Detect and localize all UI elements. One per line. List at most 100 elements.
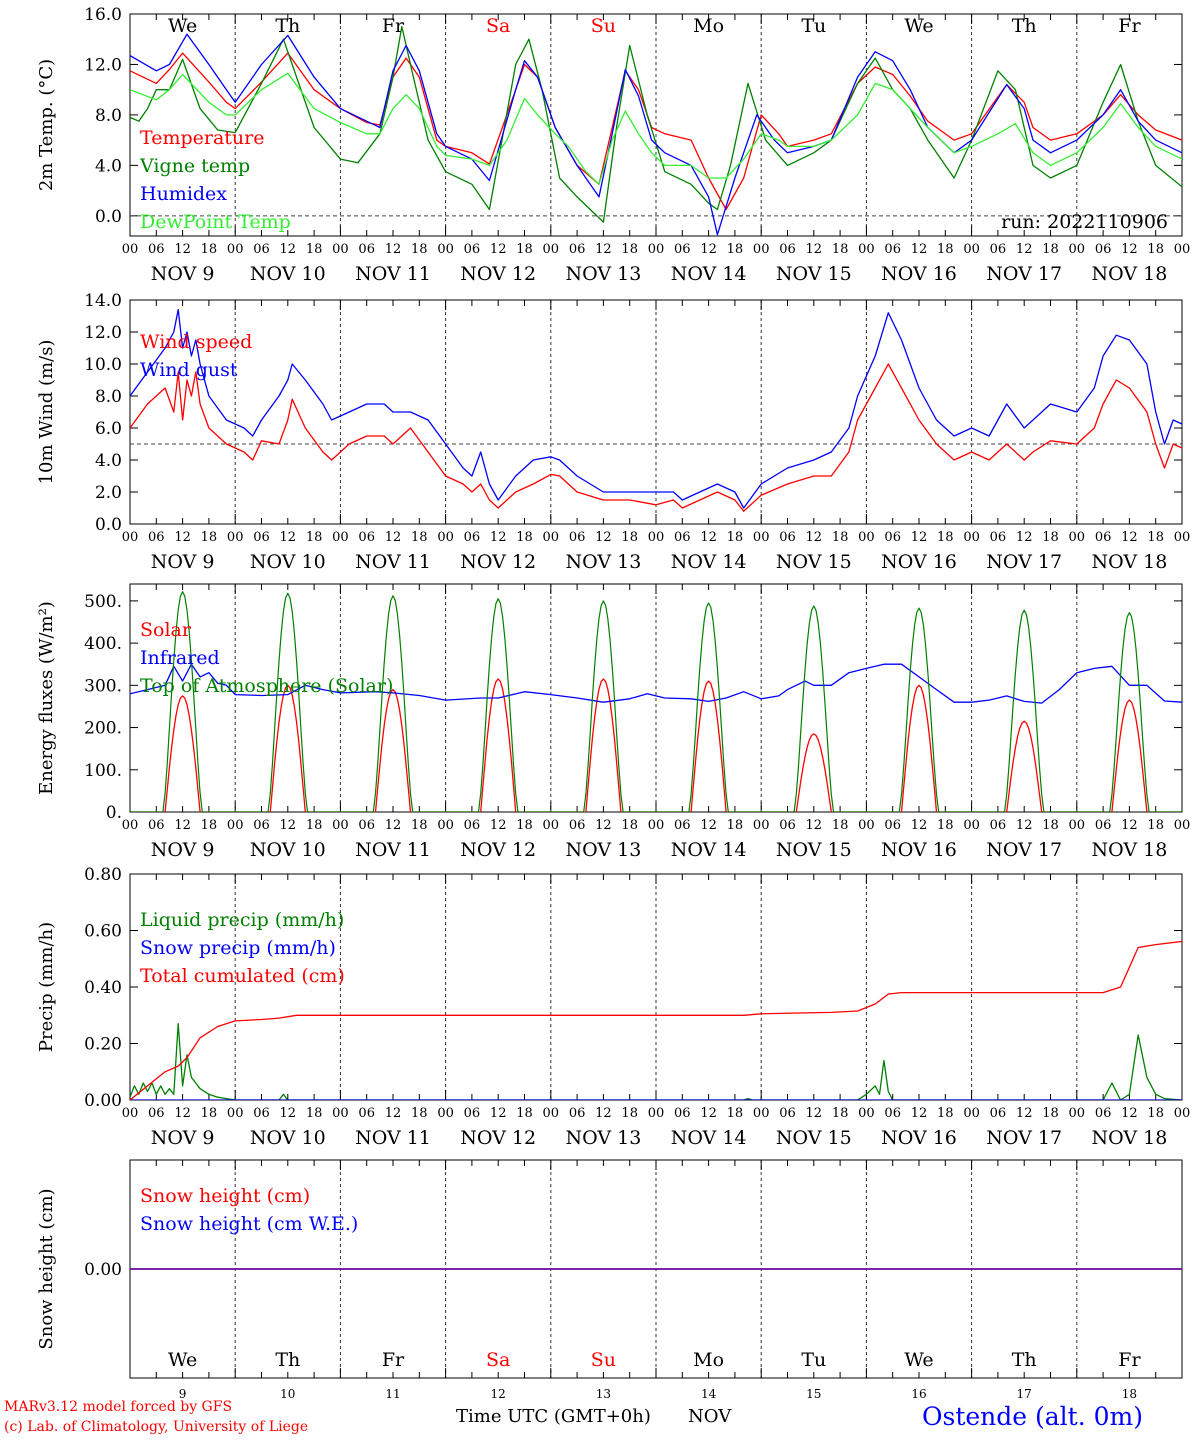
hour-tick-label: 00 [1069, 242, 1086, 257]
series-vigne-temp [130, 25, 1182, 223]
y-axis-label: Energy fluxes (W/m²) [36, 601, 57, 795]
hour-tick-label: 00 [332, 242, 349, 257]
legend-entry: Solar [140, 619, 192, 641]
hour-tick-label: 00 [753, 1106, 770, 1121]
hour-tick-label: 18 [306, 818, 323, 833]
day-number-label: 16 [911, 1387, 926, 1401]
day-number-label: 18 [1122, 1387, 1137, 1401]
hour-tick-label: 18 [832, 242, 849, 257]
hour-tick-label: 18 [1147, 1106, 1164, 1121]
hour-tick-label: 12 [385, 530, 402, 545]
hour-tick-label: 18 [306, 530, 323, 545]
date-label: NOV 16 [881, 1127, 957, 1149]
panel-wind: 0.0 2.0 4.0 6.0 8.0 10.0 12.0 14.0 10m Wind (m/s… [36, 291, 1191, 573]
y-tick-label: 0.80 [84, 865, 122, 885]
hour-tick-label: 00 [858, 1106, 875, 1121]
hour-tick-label: 06 [464, 818, 481, 833]
hour-tick-label: 18 [201, 1106, 218, 1121]
y-axis-label: 10m Wind (m/s) [36, 340, 57, 485]
hour-tick-label: 12 [280, 530, 297, 545]
legend-entry: Snow height (cm) [140, 1185, 310, 1207]
hour-tick-label: 12 [806, 242, 823, 257]
hour-tick-label: 12 [1016, 242, 1033, 257]
hour-tick-label: 00 [1069, 818, 1086, 833]
legend-entry: Top of Atmosphere (Solar) [140, 675, 393, 697]
series-wind-speed [130, 363, 1182, 512]
hour-tick-label: 06 [148, 530, 165, 545]
hour-tick-label: 06 [674, 530, 691, 545]
hour-tick-label: 12 [911, 1106, 928, 1121]
weekday-label: Tu [801, 1349, 826, 1371]
hour-tick-label: 12 [806, 818, 823, 833]
hour-tick-label: 12 [806, 530, 823, 545]
date-label: NOV 12 [460, 1127, 536, 1149]
weekday-label: Fr [382, 1349, 405, 1371]
hour-tick-label: 18 [411, 818, 428, 833]
y-tick-label: 0.00 [84, 1091, 122, 1111]
date-label: NOV 18 [1091, 263, 1167, 285]
day-number-label: 9 [179, 1387, 187, 1401]
hour-tick-label: 06 [779, 242, 796, 257]
y-tick-label: 100. [84, 761, 122, 781]
date-label: NOV 10 [250, 1127, 326, 1149]
panel-precip: 0.00 0.20 0.40 0.60 0.80 Precip (mm/h) 00 06 12 1… [36, 865, 1190, 1149]
date-label: NOV 12 [460, 263, 536, 285]
hour-tick-label: 00 [122, 530, 139, 545]
y-axis-label: 2m Temp. (°C) [36, 59, 57, 191]
weekday-label: Sa [486, 15, 510, 37]
series-total-cumulated-cm [130, 940, 1182, 1100]
hour-tick-label: 00 [858, 818, 875, 833]
date-label: NOV 11 [355, 839, 431, 861]
hour-tick-label: 00 [963, 242, 980, 257]
hour-tick-label: 06 [569, 1106, 586, 1121]
day-number-label: 13 [596, 1387, 611, 1401]
series-solar [130, 678, 1182, 812]
date-label: NOV 17 [986, 263, 1062, 285]
hour-tick-label: 18 [727, 818, 744, 833]
hour-tick-label: 18 [201, 818, 218, 833]
hour-tick-label: 00 [963, 818, 980, 833]
y-tick-label: 0.40 [84, 978, 122, 998]
legend-entry: Wind gust [140, 359, 238, 381]
date-label: NOV 18 [1091, 551, 1167, 573]
series-group [130, 308, 1182, 512]
weekday-label: Fr [1118, 1349, 1141, 1371]
hour-tick-label: 00 [753, 242, 770, 257]
date-label: NOV 12 [460, 839, 536, 861]
hour-tick-label: 18 [727, 242, 744, 257]
y-tick-label: 12.0 [84, 323, 122, 343]
hour-tick-label: 06 [1095, 242, 1112, 257]
legend-entry: DewPoint Temp [140, 211, 291, 233]
hour-tick-label: 12 [1121, 242, 1138, 257]
hour-tick-label: 18 [832, 818, 849, 833]
hour-tick-label: 18 [621, 818, 638, 833]
hour-tick-label: 00 [648, 818, 665, 833]
day-number-label: 10 [280, 1387, 295, 1401]
hour-tick-label: 00 [227, 530, 244, 545]
hour-tick-label: 06 [884, 530, 901, 545]
hour-tick-label: 06 [569, 530, 586, 545]
weekday-label: Th [1012, 1349, 1037, 1371]
date-label: NOV 10 [250, 263, 326, 285]
hour-tick-label: 06 [148, 242, 165, 257]
hour-tick-label: 06 [779, 818, 796, 833]
hour-tick-label: 18 [937, 530, 954, 545]
legend-entry: Liquid precip (mm/h) [140, 909, 344, 931]
hour-tick-label: 18 [937, 242, 954, 257]
x-axis-title: Time UTC (GMT+0h) [456, 1406, 651, 1427]
date-label: NOV 17 [986, 551, 1062, 573]
y-tick-label: 12.0 [84, 55, 122, 75]
date-label: NOV 9 [151, 1127, 215, 1149]
hour-tick-label: 06 [253, 242, 270, 257]
date-label: NOV 15 [776, 263, 852, 285]
panel-flux: 0. 100. 200. 300. 400. 500. Energy fluxes (W/m… [36, 583, 1190, 861]
hour-tick-label: 12 [280, 242, 297, 257]
hour-tick-label: 00 [1174, 530, 1191, 545]
hour-tick-label: 00 [227, 242, 244, 257]
hour-tick-label: 00 [122, 1106, 139, 1121]
date-label: NOV 13 [565, 263, 641, 285]
legend-entry: Snow precip (mm/h) [140, 937, 336, 959]
hour-tick-label: 06 [148, 818, 165, 833]
hour-tick-label: 06 [779, 1106, 796, 1121]
